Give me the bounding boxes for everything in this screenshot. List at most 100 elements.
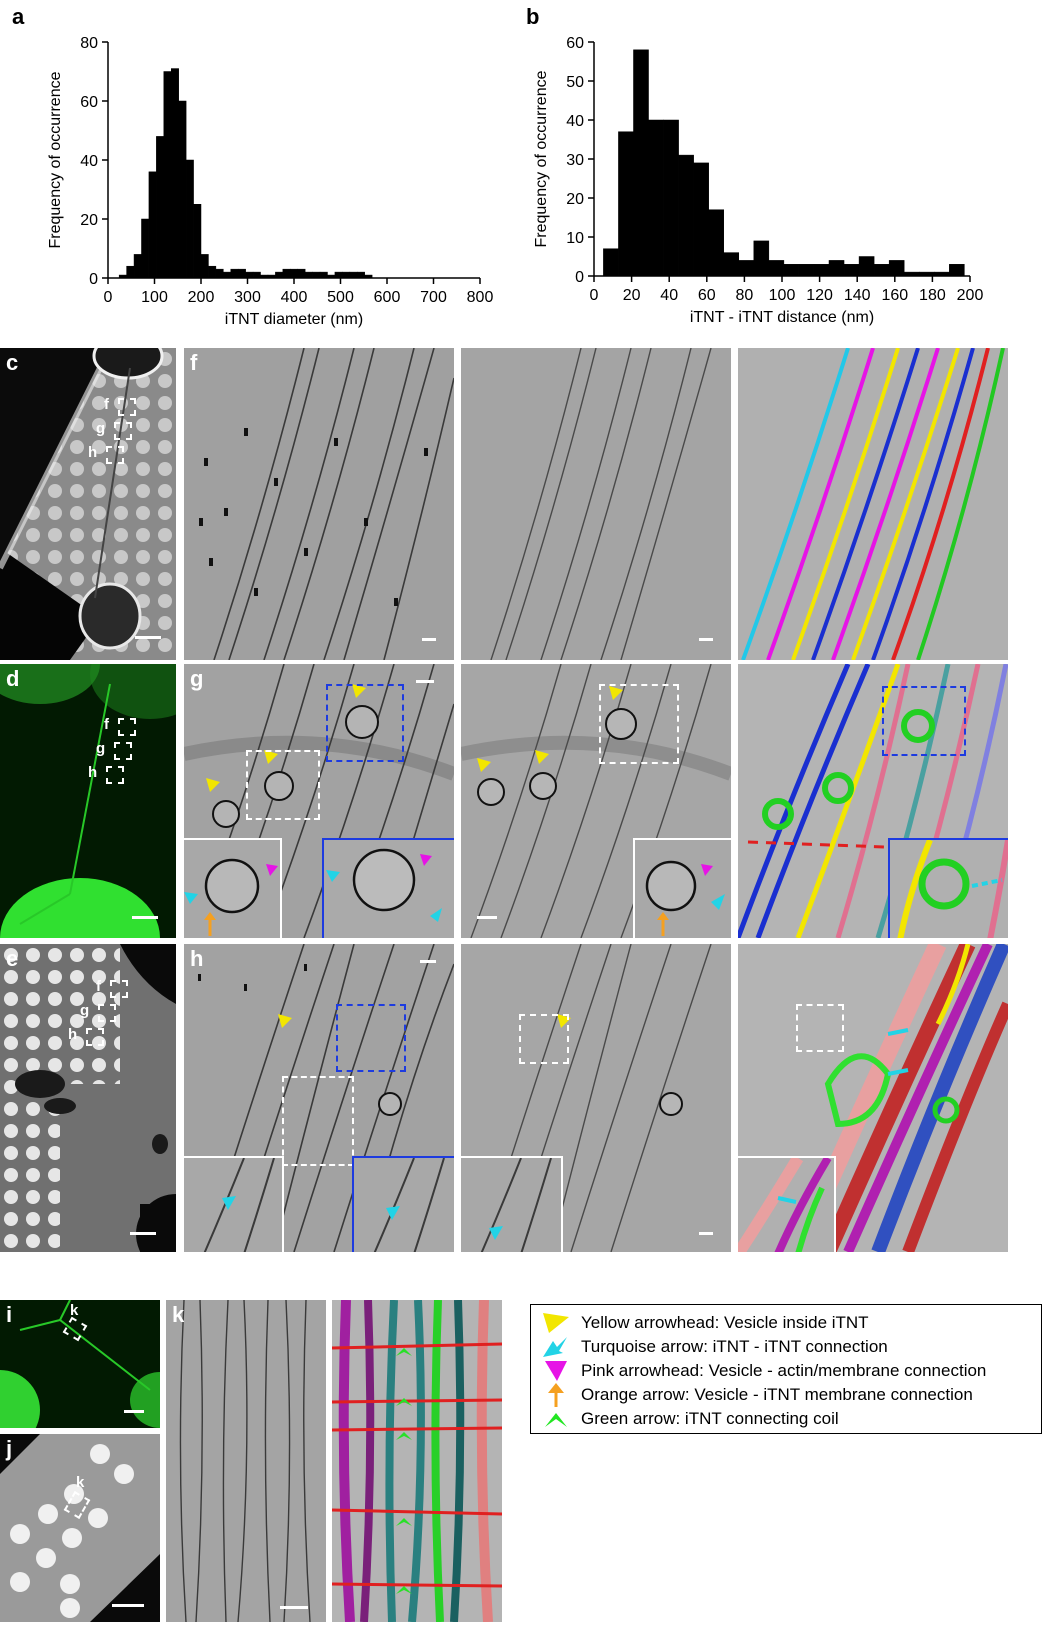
histogram-bar xyxy=(208,265,217,279)
y-tick-label: 60 xyxy=(566,35,584,52)
box-f-marker xyxy=(118,398,136,416)
x-tick-label: 200 xyxy=(957,287,984,304)
histogram-bar xyxy=(356,271,365,279)
histogram-bar xyxy=(215,268,224,279)
y-tick-label: 40 xyxy=(80,153,98,170)
panel-h-segmentation xyxy=(738,944,1008,1252)
box-g-marker xyxy=(114,422,132,440)
x-tick-label: 200 xyxy=(188,289,215,306)
inset-blue xyxy=(322,838,454,938)
box-label-g: g xyxy=(80,1002,90,1019)
histogram-bar xyxy=(230,268,239,279)
histogram-bar xyxy=(813,264,830,277)
y-tick-label: 60 xyxy=(80,94,98,111)
x-tick-label: 140 xyxy=(844,287,871,304)
blue-zoom-box xyxy=(326,684,404,762)
x-tick-label: 100 xyxy=(141,289,168,306)
legend-item-pink-arrowhead: Pink arrowhead: Vesicle - actin/membrane… xyxy=(581,1361,987,1380)
histogram-bar xyxy=(349,271,358,279)
x-tick-label: 80 xyxy=(736,287,754,304)
x-tick-label: 20 xyxy=(623,287,641,304)
panel-g-tomogram-slice-1: g xyxy=(184,664,454,938)
histogram-bar xyxy=(678,154,694,277)
arrowhead-icon xyxy=(543,1313,569,1333)
histogram-bar xyxy=(223,271,232,279)
box-f-marker xyxy=(110,980,128,998)
x-axis-label: iTNT - iTNT distance (nm) xyxy=(690,309,874,326)
panel-label-f: f xyxy=(190,350,198,375)
x-tick-label: 120 xyxy=(806,287,833,304)
blue-zoom-box xyxy=(882,686,966,756)
x-tick-label: 400 xyxy=(281,289,308,306)
histogram-bar xyxy=(178,100,187,279)
box-f-marker xyxy=(118,718,136,736)
panel-label-h: h xyxy=(190,946,204,971)
histogram-bar xyxy=(148,171,157,279)
y-tick-label: 50 xyxy=(566,74,584,91)
histogram-bar xyxy=(949,264,965,277)
panel-e-em-overview: e f g h xyxy=(0,944,176,1252)
scale-bar xyxy=(477,916,497,919)
y-tick-label: 80 xyxy=(80,35,98,52)
box-label-f: f xyxy=(104,396,109,413)
histogram-bar xyxy=(126,265,135,279)
box-label-g: g xyxy=(96,740,106,757)
histogram-bar xyxy=(133,254,142,279)
white-zoom-box xyxy=(599,684,679,764)
histogram-bar xyxy=(193,204,202,279)
histogram-bar xyxy=(319,271,328,279)
box-g-marker xyxy=(114,742,132,760)
histogram-bar xyxy=(282,268,291,279)
y-axis-label: Frequency of occurrence xyxy=(47,71,64,248)
panel-h-tomogram-slice-2 xyxy=(461,944,731,1252)
arrowhead-icon xyxy=(545,1361,567,1381)
histogram-bar xyxy=(858,256,875,277)
inset-white xyxy=(184,1156,284,1252)
x-tick-label: 0 xyxy=(590,287,599,304)
histogram-bar xyxy=(618,131,634,277)
panel-label-g: g xyxy=(190,666,204,691)
x-tick-label: 100 xyxy=(769,287,796,304)
scale-bar xyxy=(699,638,713,641)
panel-f-tomogram-slice-1: f xyxy=(184,348,454,660)
histogram-bar xyxy=(170,68,179,279)
inset-blue xyxy=(352,1156,454,1252)
arrow-up-icon xyxy=(548,1383,564,1407)
scale-bar xyxy=(416,680,434,683)
panel-h-tomogram-slice-1: h xyxy=(184,944,454,1252)
white-zoom-box xyxy=(282,1076,354,1166)
box-label-g: g xyxy=(96,420,106,437)
inset-white xyxy=(184,838,282,938)
scale-bar xyxy=(280,1606,308,1609)
histogram-bar xyxy=(873,264,890,277)
box-g-marker xyxy=(98,1004,116,1022)
legend-item-orange-arrow: Orange arrow: Vesicle - iTNT membrane co… xyxy=(581,1385,973,1404)
x-tick-label: 160 xyxy=(881,287,908,304)
x-tick-label: 600 xyxy=(374,289,401,306)
y-tick-label: 10 xyxy=(566,230,584,247)
histogram-bar xyxy=(245,271,254,279)
inset-blue xyxy=(888,838,1008,938)
panel-label-a: a xyxy=(12,4,25,29)
x-tick-label: 0 xyxy=(104,289,113,306)
histogram-bar xyxy=(163,71,172,279)
panel-k-tomogram: k xyxy=(166,1300,326,1622)
inset-white xyxy=(461,1156,563,1252)
x-tick-label: 180 xyxy=(919,287,946,304)
y-tick-label: 20 xyxy=(80,212,98,229)
y-tick-label: 0 xyxy=(89,271,98,288)
legend-item-green-arrow: Green arrow: iTNT connecting coil xyxy=(581,1409,839,1428)
inset-white xyxy=(633,838,731,938)
panel-label-d: d xyxy=(6,666,20,691)
box-label-f: f xyxy=(96,978,101,995)
blue-zoom-box xyxy=(336,1004,406,1072)
legend-item-yellow-arrowhead: Yellow arrowhead: Vesicle inside iTNT xyxy=(581,1313,869,1332)
box-label-k: k xyxy=(70,1302,79,1319)
histogram-bar xyxy=(648,119,664,277)
box-label-k: k xyxy=(76,1474,85,1491)
y-tick-label: 0 xyxy=(575,269,584,286)
panel-f-tomogram-slice-2 xyxy=(461,348,731,660)
histogram-bar xyxy=(290,268,298,279)
histogram-bar xyxy=(342,271,351,279)
box-label-h: h xyxy=(68,1026,78,1043)
